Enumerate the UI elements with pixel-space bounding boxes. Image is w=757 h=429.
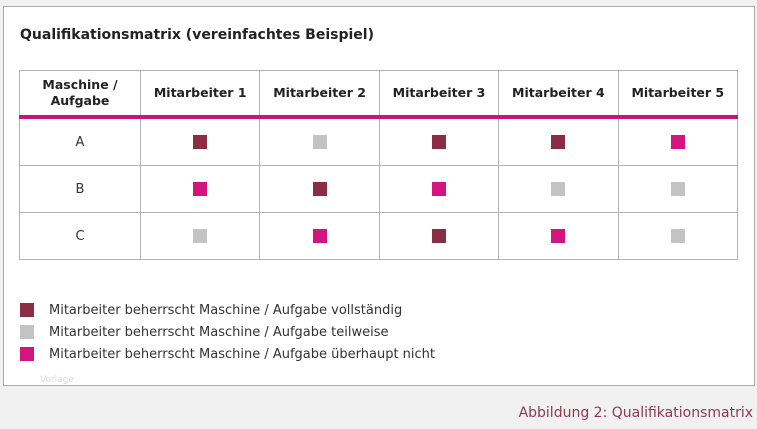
legend-square [20,325,34,339]
table-cell [617,212,739,260]
column-header-mitarbeiter-3: Mitarbeiter 3 [378,70,500,119]
table-cell [139,165,261,213]
table-row: A [19,116,739,166]
corner-header: Maschine / Aufgabe [19,70,141,119]
table-cell [259,212,380,260]
status-square [431,182,446,196]
table-cell [139,212,261,260]
column-header-mitarbeiter-4: Mitarbeiter 4 [498,70,619,119]
column-header-mitarbeiter-5: Mitarbeiter 5 [617,70,739,119]
table-cell [378,165,500,213]
table-row: C [19,212,739,260]
table-cell [498,116,619,166]
status-square [670,182,685,196]
status-square [551,229,566,243]
legend-square [20,303,34,317]
legend-item-vollstaendig: Mitarbeiter beherrscht Maschine / Aufgab… [20,299,435,321]
table-cell [498,212,619,260]
status-square [551,135,566,149]
table-cell [617,116,739,166]
status-square [193,182,208,196]
qualification-matrix: Maschine / Aufgabe Mitarbeiter 1 Mitarbe… [19,70,739,260]
figure-caption: Abbildung 2: Qualifikationsmatrix [518,405,753,421]
table-cell [259,116,380,166]
column-header-mitarbeiter-1: Mitarbeiter 1 [139,70,261,119]
legend-item-ueberhaupt-nicht: Mitarbeiter beherrscht Maschine / Aufgab… [20,343,435,365]
row-label: B [19,165,141,213]
table-cell [378,116,500,166]
legend-text: Mitarbeiter beherrscht Maschine / Aufgab… [49,346,436,362]
figure-frame: Qualifikationsmatrix (vereinfachtes Beis… [3,6,755,386]
legend-text: Mitarbeiter beherrscht Maschine / Aufgab… [49,324,389,340]
table-cell [378,212,500,260]
table-cell [617,165,739,213]
row-label: A [19,116,141,166]
watermark: Vorlage [40,375,74,385]
status-square [193,135,208,149]
status-square [431,135,446,149]
legend-text: Mitarbeiter beherrscht Maschine / Aufgab… [49,302,403,318]
legend: Mitarbeiter beherrscht Maschine / Aufgab… [20,299,435,365]
table-cell [498,165,619,213]
status-square [312,182,327,196]
table-cell [259,165,380,213]
status-square [193,229,208,243]
row-label: C [19,212,141,260]
status-square [551,182,566,196]
status-square [312,229,327,243]
status-square [670,135,685,149]
legend-square [20,347,34,361]
status-square [431,229,446,243]
header-row: Maschine / Aufgabe Mitarbeiter 1 Mitarbe… [19,70,739,119]
figure-title: Qualifikationsmatrix (vereinfachtes Beis… [20,27,374,43]
legend-item-teilweise: Mitarbeiter beherrscht Maschine / Aufgab… [20,321,435,343]
status-square [312,135,327,149]
status-square [670,229,685,243]
table-row: B [19,165,739,213]
table-cell [139,116,261,166]
column-header-mitarbeiter-2: Mitarbeiter 2 [259,70,380,119]
